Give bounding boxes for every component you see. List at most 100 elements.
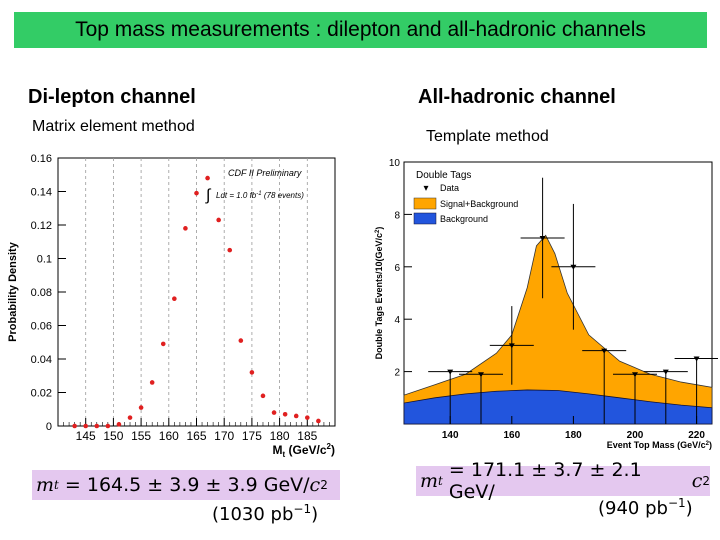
data-point — [508, 343, 515, 349]
y-tick-label: 4 — [394, 315, 400, 326]
data-point — [194, 190, 199, 196]
data-point — [172, 296, 177, 301]
y-tick-label: 10 — [389, 158, 401, 169]
data-point — [249, 370, 255, 375]
x-tick-label: 145 — [76, 429, 96, 443]
data-point — [282, 411, 288, 417]
data-point — [83, 423, 88, 429]
left-result-expr: = 164.5 ± 3.9 ± 3.9 GeV/ — [64, 474, 310, 496]
integral-sign: ∫ — [205, 187, 212, 204]
right-result-expr: = 171.1 ± 3.7 ± 2.1 GeV/ — [448, 459, 642, 503]
data-point — [238, 338, 244, 343]
x-tick-label: 180 — [270, 429, 290, 443]
left-lumi-exp: −1 — [293, 502, 312, 516]
data-point — [183, 226, 188, 231]
y-tick-label: 0 — [46, 421, 52, 433]
data-point — [94, 423, 100, 429]
right-result-sub: t — [438, 474, 443, 488]
data-point — [447, 369, 454, 375]
data-point — [570, 264, 577, 270]
dilepton-mass-plot: 145 150 155 160 165 170 175 180 185 0 0.02 0.04 0.06… — [7, 153, 336, 459]
left-lumi: (1030 pb−1) — [212, 502, 318, 525]
x-tick-label: 140 — [442, 430, 459, 441]
annotation-lumi: Ldt = 1.0 fb-1 (78 events) — [216, 191, 304, 200]
left-result-exp: 2 — [320, 478, 328, 492]
left-lumi-open: (1030 pb — [212, 504, 294, 525]
left-result-sub: t — [54, 478, 59, 492]
data-point — [260, 393, 266, 399]
data-point — [72, 423, 77, 429]
allhadronic-mass-plot: 140 160 180 200 220 2 4 6 8 10 Double Tags Events/… — [374, 158, 718, 450]
legend-background-label: Background — [440, 214, 488, 224]
data-point — [271, 410, 277, 415]
x-tick-label: 175 — [242, 429, 262, 443]
x-tick-label: 155 — [131, 429, 151, 443]
y-tick-label: 0.16 — [31, 153, 52, 165]
data-point — [539, 235, 546, 241]
x-tick-label: 185 — [297, 429, 317, 443]
data-point — [305, 415, 310, 420]
right-subheading: Template method — [426, 128, 549, 145]
y-tick-label: 2 — [394, 368, 400, 379]
right-result-symbol: m — [420, 470, 439, 492]
data-point — [227, 247, 233, 253]
x-tick-label: 160 — [159, 429, 179, 443]
slide-title-text: Top mass measurements : dilepton and all… — [75, 18, 646, 41]
right-result-exp: 2 — [702, 474, 710, 488]
legend-background-swatch — [413, 212, 437, 225]
data-point — [149, 380, 155, 385]
y-tick-label: 6 — [394, 263, 400, 274]
y-tick-label: 0.08 — [31, 287, 52, 299]
right-result-c: c — [691, 470, 703, 492]
data-point — [138, 405, 144, 410]
y-tick-label: 0.1 — [37, 254, 52, 266]
legend-signal-label: Signal+Background — [440, 199, 518, 209]
x-tick-label: 170 — [214, 429, 234, 443]
data-point — [205, 175, 210, 181]
left-subheading: Matrix element method — [32, 118, 195, 135]
y-axis-label: Double Tags Events/10(GeV/c2) — [374, 227, 384, 360]
data-point — [662, 369, 669, 375]
data-point — [105, 423, 111, 429]
legend-data-marker: ▾ — [423, 183, 428, 194]
y-tick-label: 0.14 — [31, 187, 52, 199]
legend-signal-swatch — [413, 197, 437, 210]
y-tick-label: 0.12 — [31, 220, 52, 232]
data-point — [601, 348, 608, 354]
slide-title: Top mass measurements : dilepton and all… — [14, 12, 707, 48]
right-lumi: (940 pb−1) — [598, 496, 693, 519]
x-tick-label: 220 — [688, 430, 705, 441]
x-axis-label: Mt (GeV/c2) — [273, 442, 335, 459]
x-axis-label: Event Top Mass (GeV/c2) — [607, 440, 712, 450]
data-point — [160, 341, 166, 347]
right-heading: All-hadronic channel — [418, 86, 616, 108]
y-tick-label: 0.06 — [31, 321, 52, 333]
data-point — [127, 415, 133, 420]
data-point — [293, 413, 299, 419]
x-tick-label: 165 — [186, 429, 206, 443]
x-tick-label: 150 — [103, 429, 123, 443]
y-axis-label: Probability Density — [7, 241, 19, 342]
left-lumi-close: ) — [311, 504, 319, 525]
y-tick-label: 0.02 — [31, 388, 52, 400]
right-lumi-open: (940 pb — [598, 498, 668, 519]
left-heading: Di-lepton channel — [28, 86, 196, 108]
data-point — [693, 356, 700, 362]
legend-title: Double Tags — [416, 170, 471, 181]
annotation-preliminary: CDF II Preliminary — [228, 168, 302, 178]
x-tick-label: 200 — [627, 430, 644, 441]
data-point — [632, 372, 638, 378]
data-point — [216, 217, 221, 223]
x-tick-label: 180 — [565, 430, 582, 441]
data-point — [116, 422, 122, 427]
data-point — [478, 372, 484, 378]
data-point — [316, 418, 321, 424]
y-tick-label: 8 — [394, 210, 400, 221]
x-tick-label: 160 — [503, 430, 520, 441]
right-lumi-exp: −1 — [667, 496, 686, 510]
left-result-c: c — [309, 474, 321, 496]
right-lumi-close: ) — [685, 498, 693, 519]
left-result-symbol: m — [36, 474, 55, 496]
